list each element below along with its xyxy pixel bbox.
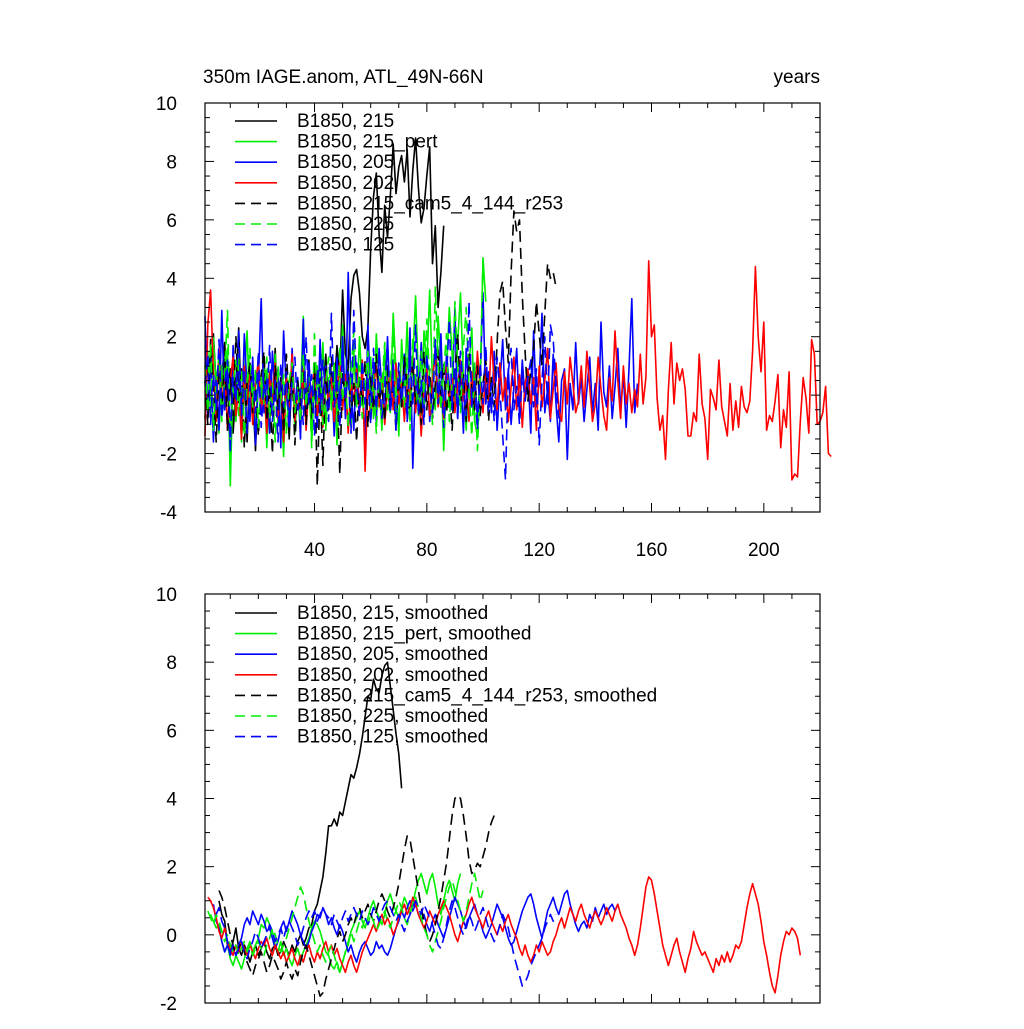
top-y-tick-label: 6 (166, 211, 177, 232)
bottom-y-tick-label: 4 (166, 790, 177, 811)
top-y-tick-label: -4 (160, 503, 177, 524)
top-legend-label-5: B1850, 215_cam5_4_144_r253 (297, 193, 563, 214)
bottom-y-tick-label: 10 (156, 585, 177, 606)
top-panel-title: 350m IAGE.anom, ATL_49N-66N (203, 67, 484, 88)
top-series-line-5 (204, 210, 557, 487)
top-x-tick-label: 80 (416, 540, 437, 561)
top-legend-label-7: B1850, 125 (297, 235, 394, 256)
bottom-y-tick-label: 6 (166, 721, 177, 742)
bottom-legend-label-2: B1850, 215_pert, smoothed (297, 624, 532, 645)
bottom-y-tick-label: -2 (160, 994, 177, 1015)
bottom-y-tick-label: 0 (166, 926, 177, 947)
bottom-series-line-6 (207, 872, 484, 974)
bottom-legend-label-7: B1850, 125, smoothed (297, 727, 488, 748)
top-panel-units: years (774, 67, 820, 88)
bottom-legend-label-3: B1850, 205, smoothed (297, 644, 488, 665)
top-x-tick-label: 40 (304, 540, 325, 561)
top-y-tick-label: 4 (166, 269, 177, 290)
bottom-legend-label-1: B1850, 215, smoothed (297, 603, 488, 624)
top-x-tick-label: 120 (523, 540, 555, 561)
top-legend-label-3: B1850, 205 (297, 152, 394, 173)
top-x-tick-label: 200 (748, 540, 780, 561)
bottom-y-tick-label: 8 (166, 653, 177, 674)
bottom-legend-label-5: B1850, 215_cam5_4_144_r253, smoothed (297, 685, 657, 706)
top-legend-label-4: B1850, 202 (297, 173, 394, 194)
top-series-line-7 (204, 300, 560, 481)
bottom-legend-label-4: B1850, 202, smoothed (297, 665, 488, 686)
top-y-tick-label: 8 (166, 152, 177, 173)
top-y-tick-label: 2 (166, 328, 177, 349)
top-y-tick-label: -2 (160, 445, 177, 466)
top-legend-label-6: B1850, 225 (297, 214, 394, 235)
bottom-series-line-7 (215, 899, 557, 987)
bottom-legend-label-6: B1850, 225, smoothed (297, 706, 488, 727)
top-y-tick-label: 10 (156, 94, 177, 115)
top-legend-label-1: B1850, 215 (297, 111, 394, 132)
bottom-y-tick-label: 2 (166, 858, 177, 879)
top-x-tick-label: 160 (636, 540, 668, 561)
top-y-tick-label: 0 (166, 386, 177, 407)
top-legend-label-2: B1850, 215_pert (297, 132, 438, 153)
bottom-series-line-4 (207, 876, 802, 994)
